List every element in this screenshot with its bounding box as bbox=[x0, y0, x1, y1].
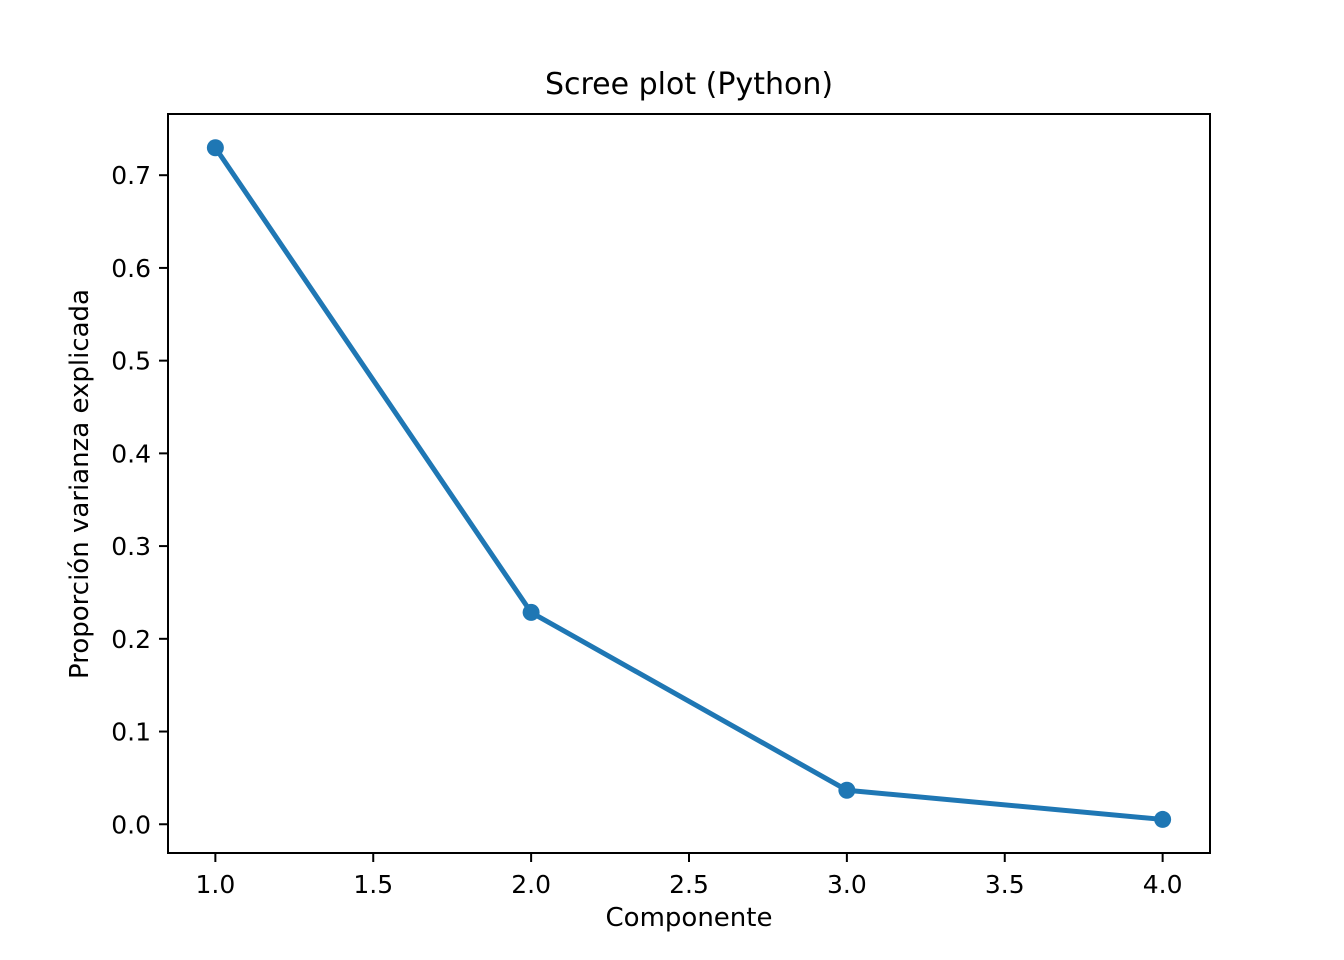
y-tick-label: 0.3 bbox=[111, 532, 151, 561]
y-tick-label: 0.4 bbox=[111, 439, 151, 468]
x-tick-label: 1.0 bbox=[195, 870, 235, 899]
x-tick-label: 2.0 bbox=[511, 870, 551, 899]
y-tick-label: 0.2 bbox=[111, 625, 151, 654]
chart-title: Scree plot (Python) bbox=[544, 67, 834, 102]
y-tick-label: 0.7 bbox=[111, 161, 151, 190]
data-point-marker bbox=[522, 603, 540, 621]
x-tick-label: 4.0 bbox=[1143, 870, 1183, 899]
x-tick-label: 3.5 bbox=[985, 870, 1025, 899]
x-axis-label: Componente bbox=[605, 903, 773, 933]
y-tick-label: 0.0 bbox=[111, 810, 151, 839]
plot-border bbox=[167, 113, 1211, 854]
data-point-marker bbox=[206, 139, 224, 157]
variance-line bbox=[212, 145, 1166, 822]
data-point-marker bbox=[1154, 810, 1172, 828]
y-tick-label: 0.5 bbox=[111, 347, 151, 376]
x-tick-label: 2.5 bbox=[669, 870, 709, 899]
data-point-marker bbox=[838, 781, 856, 799]
x-tick-label: 3.0 bbox=[827, 870, 867, 899]
y-tick-label: 0.6 bbox=[111, 254, 151, 283]
y-tick-label: 0.1 bbox=[111, 718, 151, 747]
x-tick-label: 1.5 bbox=[353, 870, 393, 899]
